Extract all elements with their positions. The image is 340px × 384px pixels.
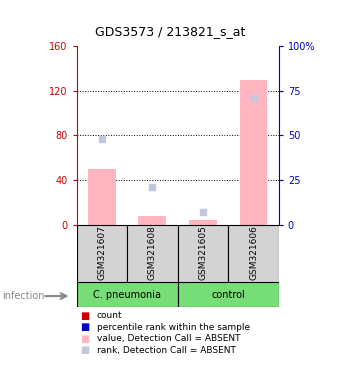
Bar [138,216,166,225]
Bar [88,169,116,225]
Text: percentile rank within the sample: percentile rank within the sample [97,323,250,332]
Text: ■: ■ [80,311,89,321]
Text: GSM321608: GSM321608 [148,225,157,280]
Text: GSM321607: GSM321607 [97,225,106,280]
Text: GSM321606: GSM321606 [249,225,258,280]
Text: ■: ■ [80,334,89,344]
Bar [177,282,279,307]
Text: rank, Detection Call = ABSENT: rank, Detection Call = ABSENT [97,346,236,355]
Text: C. pneumonia: C. pneumonia [93,290,161,300]
Text: ■: ■ [80,345,89,355]
Bar [240,79,268,225]
Bar [76,225,127,282]
Bar [177,225,228,282]
Text: value, Detection Call = ABSENT: value, Detection Call = ABSENT [97,334,240,343]
Text: ■: ■ [80,322,89,332]
Bar [189,220,217,225]
Text: GSM321605: GSM321605 [199,225,207,280]
Bar [228,225,279,282]
Text: GDS3573 / 213821_s_at: GDS3573 / 213821_s_at [95,25,245,38]
Bar [76,282,177,307]
Text: control: control [211,290,245,300]
Text: infection: infection [2,291,44,301]
Bar [127,225,177,282]
Text: count: count [97,311,122,320]
